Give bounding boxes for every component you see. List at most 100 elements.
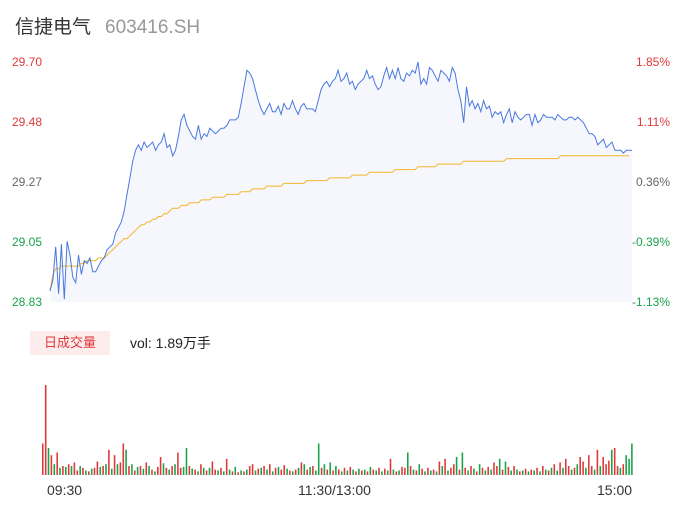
volume-bar [303, 464, 306, 475]
volume-bar [214, 469, 216, 475]
volume-bar [441, 466, 444, 475]
volume-bar [521, 470, 524, 475]
volume-bar [162, 463, 165, 475]
stock-header: 信捷电气 603416.SH [15, 12, 200, 40]
volume-chart [42, 385, 633, 475]
volume-bar [116, 464, 119, 475]
volume-bar [361, 470, 363, 475]
volume-bar [372, 469, 375, 475]
volume-bar [352, 469, 354, 475]
volume-bar [622, 464, 625, 475]
volume-bar [516, 469, 518, 475]
volume-bar [280, 469, 283, 475]
stock-name: 信捷电气 [15, 16, 92, 38]
volume-bar [85, 470, 87, 475]
volume-bar [450, 467, 452, 475]
volume-bar [128, 466, 130, 475]
volume-bar [539, 471, 541, 475]
volume-bar [527, 471, 530, 475]
volume-bar [93, 467, 96, 475]
volume-bar [404, 467, 406, 475]
time-label-close: 15:00 [597, 482, 633, 498]
volume-bar [151, 469, 153, 475]
volume-bar [602, 457, 604, 475]
volume-bar [168, 469, 170, 475]
volume-bar [355, 471, 357, 475]
volume-bar [507, 466, 510, 475]
volume-bar [619, 467, 622, 475]
volume-bar [455, 457, 458, 475]
volume-bar [134, 470, 136, 475]
volume-bar [556, 470, 558, 475]
volume-bar [409, 466, 412, 475]
volume-bar [145, 462, 148, 475]
average-price-line [49, 155, 630, 292]
volume-bar [533, 470, 535, 475]
volume-bar [550, 467, 553, 475]
volume-bar [418, 464, 421, 475]
volume-bar [582, 461, 584, 475]
price-area [50, 62, 632, 302]
volume-bar [223, 471, 225, 475]
volume-bar [398, 470, 400, 475]
volume-bar [530, 469, 533, 475]
volume-bar [70, 466, 73, 475]
volume-bar [82, 467, 84, 475]
price-chart [49, 61, 632, 302]
volume-bar [565, 458, 567, 475]
volume-bar [496, 466, 498, 475]
volume-bar [139, 466, 142, 475]
volume-bar [248, 466, 251, 475]
volume-bar [378, 467, 380, 475]
volume-bar [131, 464, 133, 475]
volume-bar [599, 466, 602, 475]
volume-bar [142, 468, 145, 475]
volume-bar [154, 471, 156, 475]
volume-bar [447, 470, 449, 475]
volume-bar [363, 469, 366, 475]
volume-bar [567, 466, 570, 475]
volume-bar [513, 466, 515, 475]
volume-bar [59, 467, 61, 475]
volume-bar [62, 466, 64, 475]
volume-bar [271, 471, 274, 475]
volume-bar [421, 468, 423, 475]
volume-bar [613, 448, 616, 475]
volume-bar [263, 466, 265, 475]
volume-bar [257, 468, 260, 475]
time-label-open: 09:30 [47, 482, 83, 498]
volume-bar [309, 466, 311, 475]
volume-bar [283, 465, 285, 475]
volume-bar [424, 471, 426, 475]
volume-bar [585, 467, 587, 475]
volume-bar [260, 467, 262, 475]
price-label-3: 29.05 [12, 235, 43, 249]
volume-bar [228, 469, 231, 475]
volume-bar [317, 443, 320, 475]
volume-bar [246, 469, 248, 475]
volume-tab[interactable]: 日成交量 [30, 331, 110, 355]
volume-bar [386, 470, 389, 475]
volume-bar [220, 467, 222, 475]
volume-bar [427, 467, 429, 475]
volume-bar [510, 470, 512, 475]
volume-bar [498, 458, 501, 475]
volume-bar [467, 470, 469, 475]
volume-bar [312, 466, 314, 475]
volume-bar [542, 466, 544, 475]
volume-bar [315, 470, 317, 475]
volume-bar [576, 464, 579, 475]
volume-bar [579, 457, 581, 475]
volume-bar [266, 469, 268, 475]
price-label-2: 29.27 [12, 175, 43, 189]
volume-bar [590, 466, 593, 475]
volume-bar [547, 470, 550, 475]
volume-bar [461, 452, 464, 475]
percent-label-1: 1.11% [636, 115, 670, 129]
volume-bar [274, 467, 277, 475]
volume-bar [430, 470, 432, 475]
volume-bar [231, 471, 234, 475]
volume-bar [504, 461, 507, 475]
volume-bar [375, 470, 377, 475]
